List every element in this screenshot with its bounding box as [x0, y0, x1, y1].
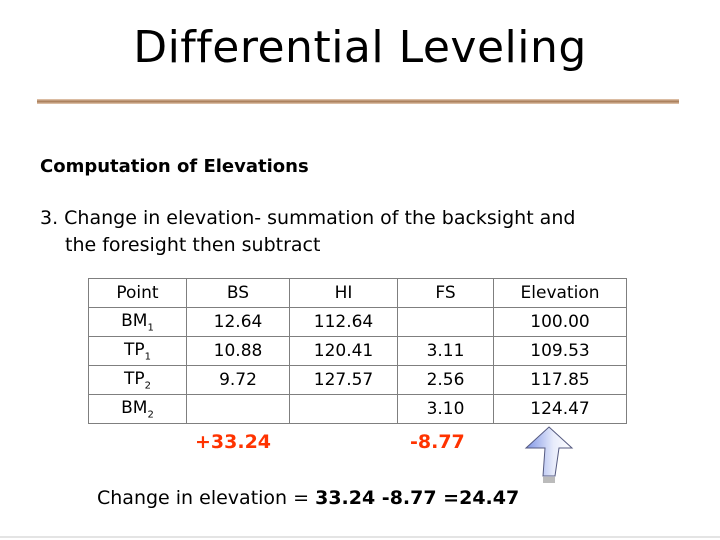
table-row: BM1 12.64 112.64 100.00 [88, 307, 627, 337]
bullet-line-1: 3. Change in elevation- summation of the… [40, 207, 576, 229]
cell-hi [289, 394, 398, 424]
slide-title: Differential Leveling [133, 22, 587, 73]
cell-fs [397, 307, 494, 337]
cell-bs: 9.72 [186, 365, 290, 395]
cell-elevation: 117.85 [493, 365, 627, 395]
table-row: TP2 9.72 127.57 2.56 117.85 [88, 365, 627, 395]
header-point: Point [88, 278, 187, 308]
cell-fs: 3.11 [397, 336, 494, 366]
cell-bs: 12.64 [186, 307, 290, 337]
cell-fs: 2.56 [397, 365, 494, 395]
cell-hi: 120.41 [289, 336, 398, 366]
bullet-point: 3. Change in elevation- summation of the… [40, 205, 680, 259]
title-divider [37, 99, 679, 104]
section-heading: Computation of Elevations [40, 156, 309, 177]
cell-elevation: 109.53 [493, 336, 627, 366]
cell-elevation: 124.47 [493, 394, 627, 424]
cell-hi: 112.64 [289, 307, 398, 337]
cell-bs [186, 394, 290, 424]
leveling-table: Point BS HI FS Elevation BM1 12.64 112.6… [88, 278, 627, 424]
cell-elevation: 100.00 [493, 307, 627, 337]
bottom-divider [0, 536, 720, 538]
table-row: BM2 3.10 124.47 [88, 394, 627, 424]
cell-fs: 3.10 [397, 394, 494, 424]
cell-point: BM1 [88, 307, 187, 337]
bs-sum: +33.24 [195, 431, 272, 453]
fs-sum: -8.77 [410, 431, 465, 453]
up-arrow-icon [524, 426, 574, 483]
cell-bs: 10.88 [186, 336, 290, 366]
cell-point: BM2 [88, 394, 187, 424]
header-bs: BS [186, 278, 290, 308]
result-label: Change in elevation = [97, 487, 316, 509]
bullet-line-2: the foresight then subtract [65, 234, 321, 256]
header-hi: HI [289, 278, 398, 308]
cell-point: TP2 [88, 365, 187, 395]
header-elevation: Elevation [493, 278, 627, 308]
cell-point: TP1 [88, 336, 187, 366]
table-row: TP1 10.88 120.41 3.11 109.53 [88, 336, 627, 366]
result-line: Change in elevation = 33.24 -8.77 =24.47 [97, 487, 519, 509]
result-expression: 33.24 -8.77 =24.47 [315, 487, 520, 509]
table-header-row: Point BS HI FS Elevation [88, 278, 627, 308]
header-fs: FS [397, 278, 494, 308]
cell-hi: 127.57 [289, 365, 398, 395]
